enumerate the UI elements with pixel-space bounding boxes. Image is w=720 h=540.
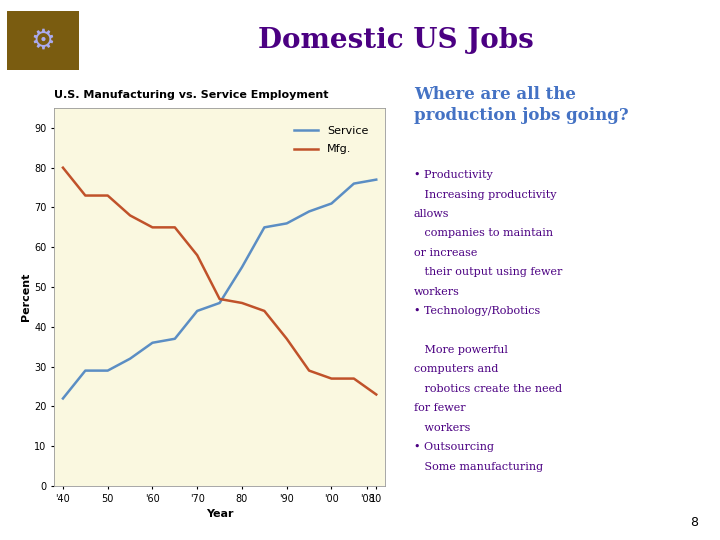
Text: Domestic US Jobs: Domestic US Jobs (258, 27, 534, 54)
Text: Some manufacturing: Some manufacturing (414, 462, 543, 472)
Text: workers: workers (414, 423, 470, 433)
Text: ⚙: ⚙ (31, 26, 55, 55)
Text: Where are all the
production jobs going?: Where are all the production jobs going? (414, 86, 629, 124)
Text: companies to maintain: companies to maintain (414, 228, 553, 239)
X-axis label: Year: Year (206, 509, 233, 519)
Text: allows: allows (414, 209, 449, 219)
Text: or increase: or increase (414, 248, 477, 258)
Text: Increasing productivity: Increasing productivity (414, 190, 557, 200)
Y-axis label: Percent: Percent (21, 273, 31, 321)
Text: workers: workers (414, 287, 460, 297)
Text: robotics create the need: robotics create the need (414, 384, 562, 394)
Text: • Productivity: • Productivity (414, 170, 492, 180)
Text: their output using fewer: their output using fewer (414, 267, 562, 278)
Text: • Technology/Robotics: • Technology/Robotics (414, 306, 540, 316)
Text: computers and: computers and (414, 364, 498, 375)
Text: • Outsourcing: • Outsourcing (414, 442, 494, 453)
Text: for fewer: for fewer (414, 403, 466, 414)
Text: More powerful: More powerful (414, 345, 508, 355)
Text: 8: 8 (690, 516, 698, 529)
Legend: Service, Mfg.: Service, Mfg. (289, 121, 373, 159)
Text: U.S. Manufacturing vs. Service Employment: U.S. Manufacturing vs. Service Employmen… (54, 90, 328, 100)
